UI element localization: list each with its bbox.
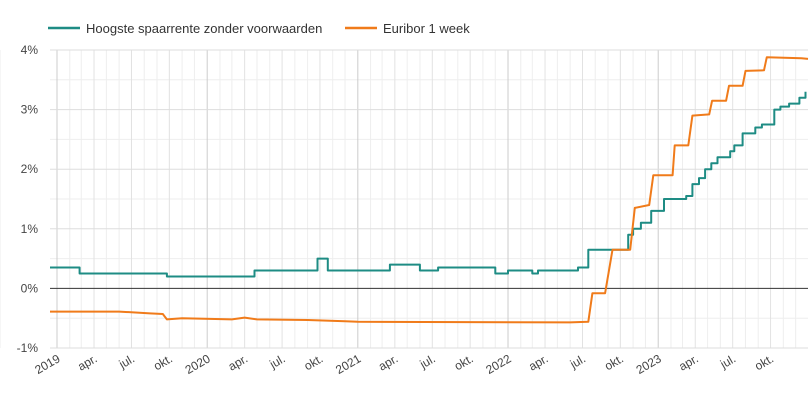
y-tick-label: 0%	[21, 281, 39, 295]
x-tick-label: apr.	[526, 351, 550, 373]
legend: Hoogste spaarrente zonder voorwaarden Eu…	[48, 21, 470, 36]
minor-grid	[0, 50, 808, 348]
series-layer	[50, 56, 809, 324]
x-tick-label: 2023	[634, 351, 664, 377]
x-tick-label: jul.	[567, 351, 588, 371]
y-tick-label: 4%	[21, 43, 39, 57]
y-tick-label: 2%	[21, 162, 39, 176]
x-tick-label: apr.	[75, 351, 99, 373]
x-tick-label: apr.	[226, 351, 250, 373]
x-tick-label: okt.	[602, 351, 626, 373]
x-tick-label: 2022	[483, 351, 513, 377]
x-tick-label: jul.	[417, 351, 438, 371]
x-axis-labels: 2019 apr. jul. okt. 2020 apr. jul. okt. 2021 apr.…	[32, 351, 776, 377]
x-tick-label: 2021	[333, 351, 363, 377]
y-tick-label: 3%	[21, 103, 39, 117]
x-tick-label: apr.	[376, 351, 400, 373]
series-line-spaarrente	[50, 91, 807, 278]
x-tick-label: jul.	[266, 351, 287, 371]
series-line-euribor	[50, 56, 809, 324]
x-tick-label: jul.	[717, 351, 738, 371]
y-tick-label: -1%	[17, 341, 39, 355]
x-tick-label: 2019	[32, 351, 62, 377]
y-axis-labels: 4% 3% 2% 1% 0% -1%	[17, 43, 39, 355]
x-tick-label: okt.	[151, 351, 175, 373]
x-tick-label: okt.	[452, 351, 476, 373]
y-tick-label: 1%	[21, 222, 39, 236]
x-tick-label: okt.	[302, 351, 326, 373]
x-tick-label: jul.	[116, 351, 137, 371]
legend-label-spaarrente: Hoogste spaarrente zonder voorwaarden	[86, 21, 322, 36]
x-tick-label: 2020	[183, 351, 213, 377]
legend-label-euribor: Euribor 1 week	[383, 21, 470, 36]
x-tick-label: apr.	[676, 351, 700, 373]
x-tick-label: okt.	[752, 351, 776, 373]
major-grid	[50, 49, 808, 349]
